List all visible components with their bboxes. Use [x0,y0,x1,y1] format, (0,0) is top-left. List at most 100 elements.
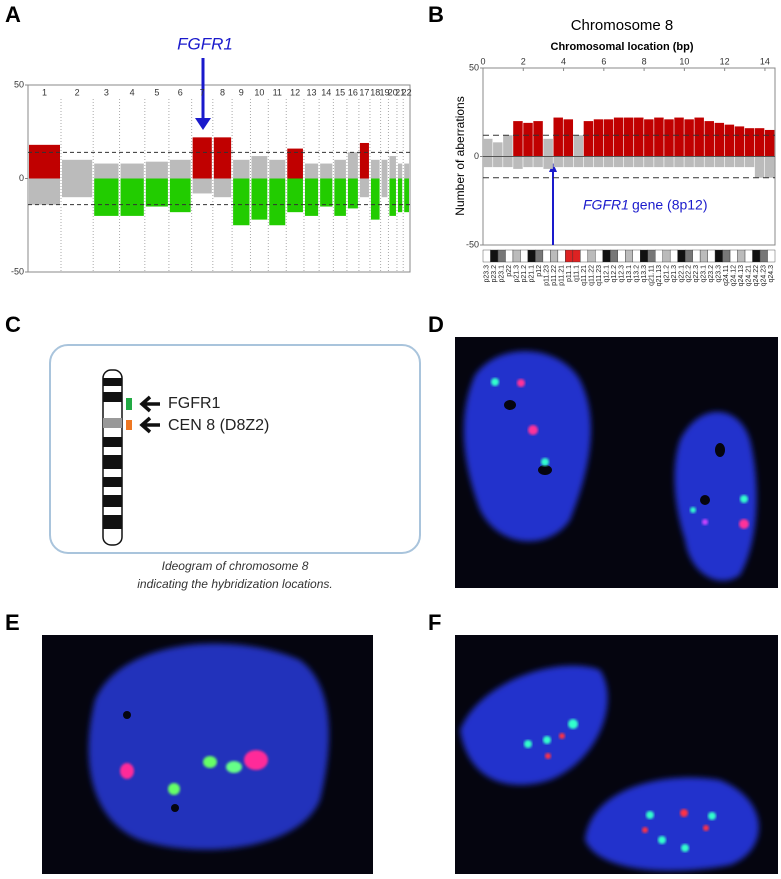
bar [553,156,563,168]
x-tick-label: 6 [601,56,606,66]
x-tick-label: 10 [679,56,689,66]
bar [744,156,755,168]
band [595,249,603,263]
band [655,249,663,263]
band-label: q11.23 [596,265,603,286]
bar [483,156,493,168]
band-label: p23.2 [491,265,498,283]
caption: indicating the hybridization locations. [137,577,332,591]
category-label: 2 [75,87,80,97]
arrow-head [549,163,557,172]
bar [269,178,286,226]
bar [764,156,775,178]
bar [664,156,674,168]
category-label: 18 [370,87,380,97]
band [520,249,529,263]
band-label: q23.2 [708,265,715,283]
band-label: q12.3 [618,265,625,283]
bar [553,117,563,157]
bar [94,163,119,179]
band [714,249,723,263]
band [602,249,611,263]
band-label: q21.11 [648,265,655,286]
panel-label: E [5,610,20,635]
bar [704,121,714,157]
band-label: q13.1 [626,265,633,283]
category-label: 16 [348,87,358,97]
band-label: q13.3 [641,265,648,283]
band [550,249,559,263]
bar [359,178,369,198]
caption: Ideogram of chromosome 8 [162,559,309,573]
category-label: 15 [335,87,345,97]
bar [644,119,654,157]
category-label: 9 [239,87,244,97]
category-label: 5 [154,87,159,97]
x-tick-label: 14 [760,56,770,66]
bar [145,161,168,179]
band-label: q24.12 [731,265,738,287]
bar [503,135,513,157]
bar [684,119,694,157]
fish-image [42,635,373,874]
bar [613,117,624,157]
bar [370,178,380,220]
category-label: 7 [200,87,205,97]
category-label: 12 [290,87,300,97]
bar [389,156,396,179]
band [512,249,521,263]
band-label: q24.3 [768,265,775,283]
band [587,249,596,263]
bar [603,119,614,157]
band [647,249,656,263]
bar [493,156,503,168]
bar [764,129,775,157]
y-tick-label: 0 [474,151,479,161]
bar [381,159,388,179]
fish-image [455,635,778,874]
band [684,249,693,263]
band [707,249,716,263]
band-label: p21.1 [529,265,536,283]
x-axis-label: Chromosomal location (bp) [551,41,694,53]
bar [513,121,523,157]
band-label: q22.2 [686,265,693,283]
bar [404,178,409,213]
bar [644,156,654,168]
band [490,249,499,263]
band-label: p11.21 [558,265,565,286]
bar [694,156,704,168]
band-label: p21.2 [521,265,528,283]
bar [251,178,268,220]
bar [389,178,396,216]
band-label: p12 [536,265,543,277]
bar [704,156,714,168]
bar [304,178,319,216]
band [610,249,618,263]
bar [583,156,594,168]
probe-label: FGFR1 [168,395,221,412]
category-label: 10 [254,87,264,97]
chromosome-ideogram [102,369,123,546]
bar [145,178,168,207]
band-label: q22.3 [693,265,700,283]
bar [233,178,250,226]
category-label: 3 [104,87,109,97]
bar [347,178,358,209]
x-tick-label: 8 [642,56,647,66]
band-label: q21.2 [663,265,670,283]
category-label: 14 [321,87,331,97]
bar [684,156,694,168]
bar [287,148,303,179]
band-label: q24.11 [723,265,730,286]
bar [724,124,735,157]
bar [754,128,765,157]
band-label: q11.1 [573,265,580,282]
bar [714,156,725,168]
band [497,249,506,263]
bar [347,152,358,179]
bar [61,159,93,179]
band [527,249,536,263]
